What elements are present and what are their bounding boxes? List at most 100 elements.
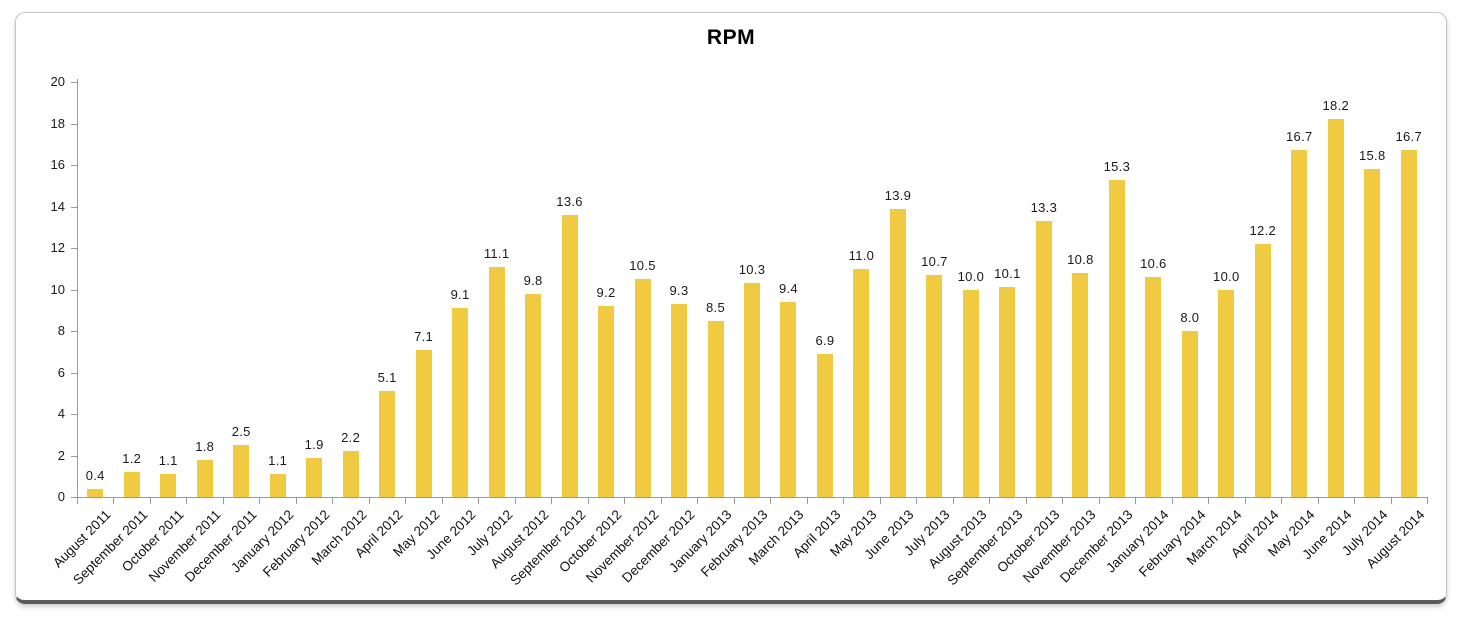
bar-value-label: 9.8 (523, 272, 543, 288)
bar-value-label: 1.8 (195, 438, 215, 454)
x-tick (478, 498, 480, 504)
bar-value-label: 1.1 (158, 453, 178, 469)
x-tick (1062, 498, 1064, 504)
bar-value-label: 7.1 (414, 328, 434, 344)
bar-value-label: 13.9 (884, 187, 912, 203)
bar (744, 283, 760, 497)
y-axis-tick-label: 12 (50, 240, 65, 255)
x-tick (770, 498, 772, 504)
bar (379, 391, 396, 497)
bar-value-label: 0.4 (85, 467, 105, 483)
bar-value-label: 11.0 (848, 247, 875, 263)
x-tick (879, 498, 881, 504)
x-tick (916, 498, 918, 504)
bar (780, 301, 797, 497)
bar (1145, 277, 1162, 497)
y-axis-tick-label: 0 (57, 489, 65, 504)
y-axis-line (77, 79, 78, 498)
bar-value-label: 5.1 (377, 370, 397, 386)
bar (1218, 289, 1235, 497)
bar (1364, 169, 1381, 497)
bar (1181, 331, 1198, 497)
x-tick (733, 498, 735, 504)
x-tick (295, 498, 297, 504)
bar (816, 353, 833, 497)
bar (306, 457, 323, 497)
bar (1254, 243, 1271, 497)
bar (1400, 150, 1417, 497)
y-axis-tick-label: 6 (57, 364, 65, 380)
x-tick (222, 498, 224, 504)
x-tick (697, 498, 699, 504)
bar (634, 279, 651, 497)
bar-value-label: 10.0 (1213, 268, 1240, 284)
bar-value-label: 1.1 (268, 453, 288, 469)
bar-value-label: 10.6 (1140, 256, 1167, 272)
x-tick (1427, 498, 1428, 504)
bar-value-label: 15.8 (1359, 148, 1386, 164)
y-tick (71, 248, 77, 249)
bar (123, 472, 140, 497)
bar (561, 214, 578, 497)
y-tick (71, 82, 77, 83)
x-tick (332, 498, 334, 504)
x-tick (1390, 498, 1392, 504)
bar (415, 349, 432, 497)
x-tick (1098, 498, 1100, 504)
chart-title: RPM (706, 26, 756, 49)
bar-value-label: 1.9 (304, 436, 324, 452)
y-tick (71, 123, 77, 125)
bar (452, 308, 469, 497)
x-tick (1208, 498, 1210, 504)
bar-value-label: 13.3 (1030, 200, 1058, 216)
x-tick (660, 498, 662, 504)
bar (233, 445, 250, 497)
bar-value-label: 9.3 (669, 283, 689, 299)
bar (269, 474, 286, 497)
bar (1327, 119, 1344, 497)
bar-value-label: 1.2 (122, 451, 142, 467)
bar-value-label: 2.2 (341, 430, 361, 446)
y-axis-tick-label: 10 (50, 281, 65, 297)
x-tick (514, 498, 516, 504)
x-tick (1354, 498, 1356, 504)
bar (488, 266, 505, 497)
bar (671, 304, 688, 497)
y-tick (71, 289, 77, 291)
y-axis-tick-label: 8 (57, 323, 65, 338)
bar-value-label: 10.5 (629, 258, 656, 274)
y-tick (71, 165, 77, 166)
bar-value-label: 9.4 (778, 280, 798, 296)
x-tick (405, 498, 407, 504)
chart-frame (15, 12, 1447, 604)
bar-value-label: 10.3 (738, 262, 766, 278)
bar-value-label: 8.0 (1180, 310, 1200, 325)
bar (196, 459, 213, 497)
x-tick (952, 498, 954, 504)
bar-value-label: 9.1 (450, 287, 470, 303)
x-tick (624, 498, 626, 504)
bar-value-label: 10.7 (921, 253, 948, 269)
bar (1072, 272, 1089, 497)
bar (598, 306, 615, 497)
bar-value-label: 9.2 (596, 285, 616, 301)
bar-value-label: 8.5 (706, 299, 725, 315)
bar (962, 289, 979, 497)
x-tick (1281, 498, 1283, 504)
bar-value-label: 2.5 (231, 424, 251, 440)
x-tick (1317, 498, 1319, 504)
x-tick (843, 498, 845, 504)
x-tick (587, 498, 589, 504)
x-axis-label: August 2011 (50, 507, 114, 571)
x-tick (368, 498, 370, 504)
bar (707, 320, 724, 497)
bar (87, 488, 104, 497)
x-tick (1135, 498, 1137, 504)
bar-value-label: 16.7 (1395, 129, 1422, 145)
bar-value-label: 10.0 (957, 268, 985, 284)
x-tick (551, 498, 553, 504)
x-tick (806, 498, 808, 504)
x-tick (989, 498, 991, 504)
